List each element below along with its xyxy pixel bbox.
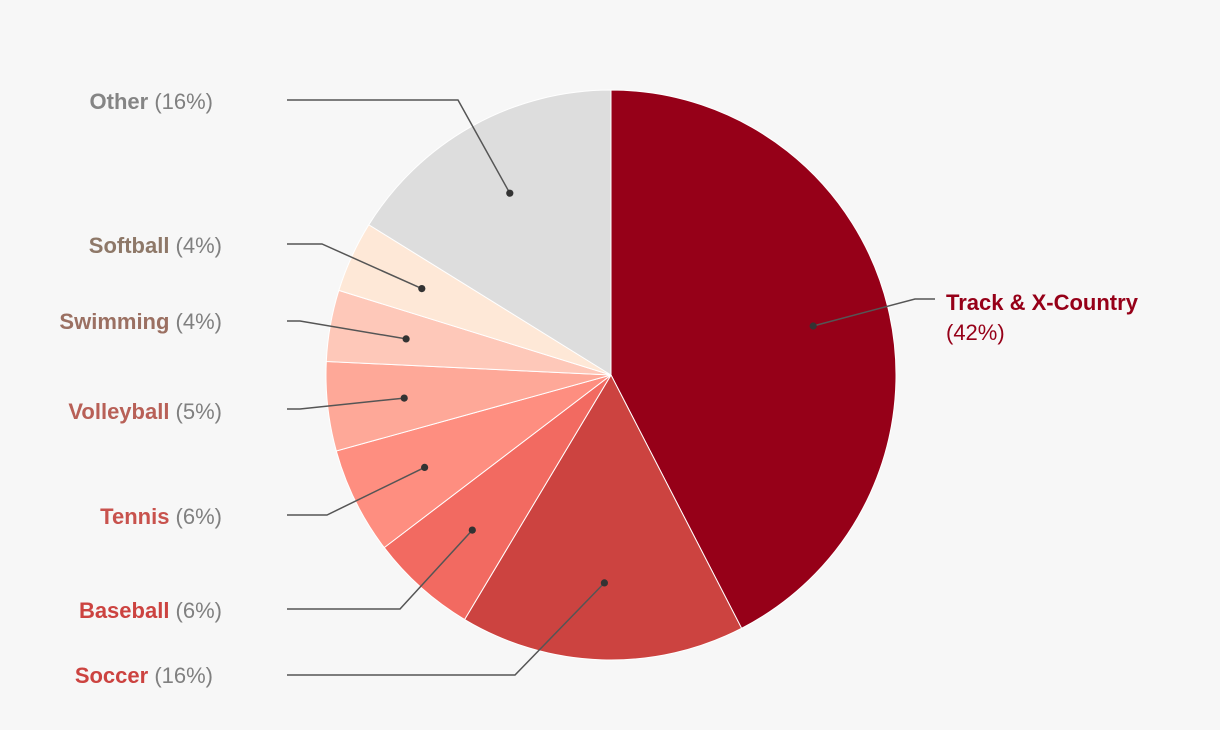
leader-line-tennis	[287, 466, 425, 516]
leader-line-softball	[287, 243, 423, 290]
slice-label-percent: (16%)	[148, 663, 213, 688]
slice-label-name: Volleyball	[68, 399, 169, 424]
slice-label-name: Baseball	[79, 598, 170, 623]
slice-label-percent: (16%)	[148, 89, 213, 114]
leader-dot-other	[506, 189, 514, 197]
slice-label-name: Softball	[89, 233, 170, 258]
slice-label-percent: (42%)	[946, 320, 1005, 345]
leader-dot-tennis	[421, 463, 429, 471]
leader-dot-swimming	[402, 335, 410, 343]
slice-label-percent: (4%)	[169, 233, 222, 258]
leader-line-track-x-country	[813, 298, 935, 327]
slice-label-other: Other (16%)	[90, 89, 213, 114]
slice-label-volleyball: Volleyball (5%)	[68, 399, 222, 424]
pie-slice-track-x-country	[610, 89, 897, 629]
leader-line-swimming	[287, 320, 407, 340]
leader-dot-soccer	[600, 579, 609, 587]
slice-label-track-x-country: Track & X-Country (42%)	[946, 290, 1139, 345]
leader-line-other	[287, 99, 511, 194]
leader-lines	[287, 99, 935, 676]
leader-dot-baseball	[468, 526, 476, 534]
pie-slice-soccer	[463, 373, 743, 661]
leader-line-soccer	[287, 582, 605, 676]
leader-line-volleyball	[287, 397, 405, 410]
leader-line-baseball	[287, 529, 473, 610]
slice-label-name: Soccer	[75, 663, 149, 688]
slice-label-percent: (6%)	[169, 504, 222, 529]
slice-label-percent: (4%)	[169, 309, 222, 334]
slice-label-name: Other	[90, 89, 149, 114]
slice-label-name: Track & X-Country	[946, 290, 1139, 315]
slice-label-baseball: Baseball (6%)	[79, 598, 222, 623]
leader-dot-volleyball	[400, 394, 408, 402]
pie-slices	[325, 89, 897, 661]
slice-label-swimming: Swimming (4%)	[59, 309, 222, 334]
slice-label-name: Tennis	[100, 504, 169, 529]
slice-label-name: Swimming	[59, 309, 169, 334]
slice-labels: Track & X-Country (42%) Soccer (16%) Baseba…	[59, 89, 1138, 688]
slice-label-percent: (5%)	[169, 399, 222, 424]
slice-label-softball: Softball (4%)	[89, 233, 222, 258]
slice-label-soccer: Soccer (16%)	[75, 663, 213, 688]
slice-label-tennis: Tennis (6%)	[100, 504, 222, 529]
leader-dot-softball	[418, 285, 426, 293]
slice-label-percent: (6%)	[169, 598, 222, 623]
leader-dot-track-x-country	[809, 322, 817, 330]
